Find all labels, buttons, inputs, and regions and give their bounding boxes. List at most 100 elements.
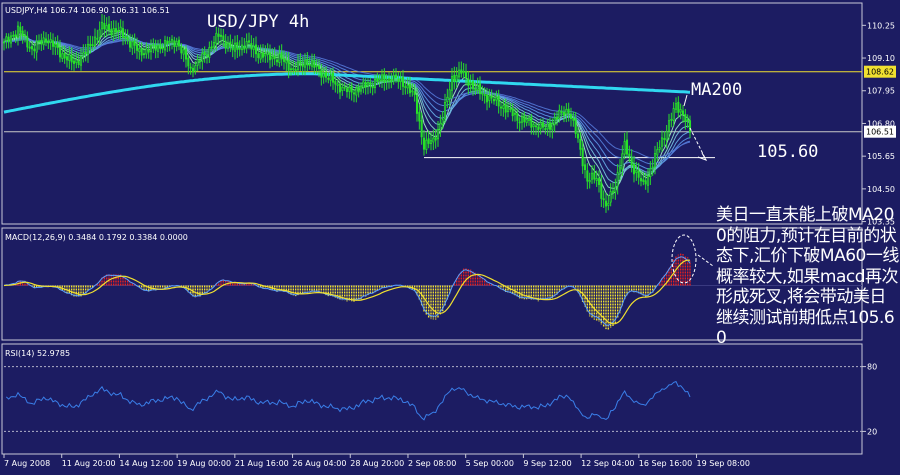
candle-body (371, 85, 374, 89)
candle-body (357, 86, 360, 93)
candle-body (637, 170, 640, 178)
candle-body (481, 92, 484, 95)
candle-body (161, 47, 164, 50)
price-y-tick-label: 110.25 (867, 21, 895, 30)
candle-body (446, 96, 449, 103)
candle-body (208, 47, 211, 58)
down-arrow-icon (689, 127, 707, 161)
candle-body (660, 137, 664, 147)
candle-body (336, 83, 339, 86)
candle-body (84, 52, 87, 54)
macd-highlight-ellipse (671, 234, 697, 284)
candle-body (411, 90, 414, 93)
candle-body (182, 49, 185, 55)
level-price-box (864, 65, 896, 78)
candle-body (583, 164, 587, 171)
price-panel (1, 2, 863, 225)
candle-body (348, 86, 351, 92)
candle-body (9, 35, 13, 44)
candle-body (329, 73, 332, 81)
candle-body (30, 46, 34, 50)
candle-body (98, 29, 101, 39)
candle-body (310, 60, 314, 67)
candle-body (656, 149, 659, 156)
candle-body (77, 60, 80, 65)
candle-body (488, 95, 491, 101)
candle-body (184, 48, 188, 60)
candle-body (534, 125, 538, 128)
candle-body (632, 163, 636, 175)
candle-body (198, 60, 202, 63)
candle-body (525, 118, 528, 124)
candle-body (373, 78, 377, 89)
candle-body (35, 40, 38, 53)
candle-body (21, 30, 24, 36)
candle-body (61, 53, 64, 59)
x-tick-label: 16 Sep 16:00 (639, 459, 692, 468)
candle-body (611, 190, 615, 193)
candle-body (555, 116, 559, 120)
candle-body (686, 119, 689, 122)
candle-body (644, 180, 647, 185)
candle-body (567, 108, 570, 114)
x-tick-label: 5 Sep 00:00 (466, 459, 514, 468)
candle-body (623, 141, 626, 155)
candle-body (602, 198, 605, 201)
candle-body (537, 126, 540, 131)
candle-body (280, 52, 283, 60)
candle-body (154, 44, 157, 51)
candle-body (245, 41, 248, 49)
candle-body (544, 128, 547, 130)
x-tick-label: 14 Aug 12:00 (119, 459, 173, 468)
candle-body (105, 25, 108, 31)
candle-body (420, 120, 423, 138)
candle-body (12, 34, 15, 37)
candle-body (527, 118, 531, 121)
x-tick-label: 19 Sep 08:00 (697, 459, 750, 468)
x-tick-label: 26 Aug 04:00 (293, 459, 347, 468)
candle-body (236, 42, 239, 50)
candle-body (44, 38, 48, 43)
candle-body (42, 37, 45, 46)
candle-body (289, 68, 293, 71)
candle-body (565, 108, 568, 115)
candle-body (226, 42, 230, 49)
candle-body (250, 43, 253, 50)
candle-body (224, 40, 227, 49)
macd-panel (1, 227, 863, 341)
candle-body (492, 99, 496, 102)
candle-body (201, 52, 204, 62)
rsi-line (5, 380, 691, 421)
candle-body (506, 107, 510, 113)
rsi-y-tick-label: 20 (867, 427, 877, 436)
x-tick-label: 2 Sep 08:00 (408, 459, 456, 468)
x-tick-label: 12 Sep 04:00 (581, 459, 634, 468)
candle-body (401, 76, 405, 87)
candle-body (464, 71, 468, 79)
candle-body (306, 59, 309, 66)
candle-body (14, 34, 17, 37)
candle-body (243, 45, 246, 50)
rsi-y-tick-label: 80 (867, 363, 877, 372)
candle-body (460, 69, 463, 74)
candle-body (490, 95, 493, 99)
price-y-tick-label: 106.80 (867, 119, 895, 128)
candle-body (180, 46, 183, 54)
candle-body (345, 88, 349, 93)
analysis-comment: 美日一直未能上破MA200的阻力,预计在目前的状态下,汇价下破MA60一线概率较… (716, 205, 899, 348)
candle-body (511, 108, 514, 117)
candle-body (166, 40, 169, 45)
candle-body (103, 22, 106, 30)
candle-body (649, 168, 652, 177)
candle-body (413, 91, 416, 96)
candle-body (70, 55, 73, 63)
level-price-label: 108.62 (866, 68, 894, 77)
candle-body (574, 118, 577, 134)
candle-body (33, 48, 36, 52)
candle-body (597, 178, 601, 185)
candle-body (257, 53, 260, 58)
candle-body (392, 74, 395, 82)
candle-body (497, 95, 500, 107)
candle-body (173, 40, 176, 47)
